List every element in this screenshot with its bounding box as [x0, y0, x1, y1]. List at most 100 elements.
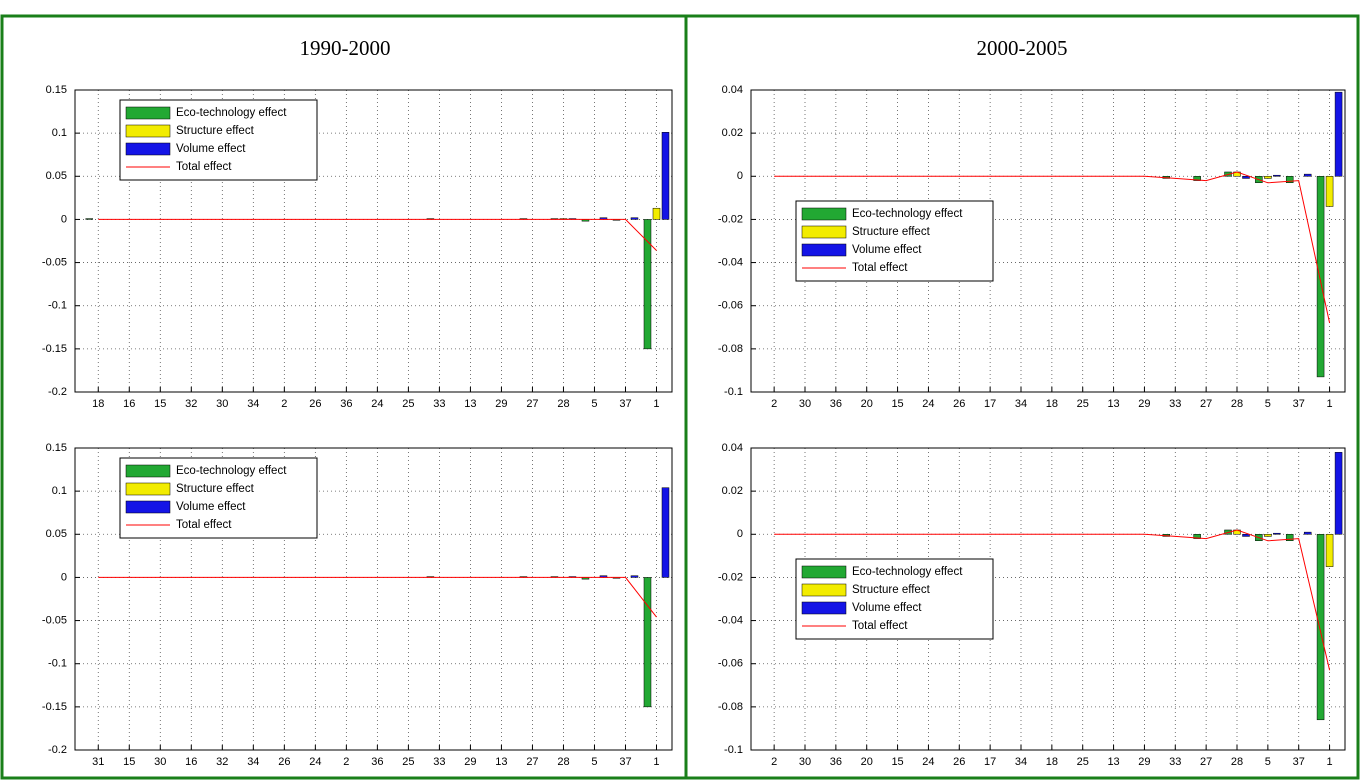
x-tick-label: 13	[1107, 756, 1119, 768]
legend-swatch	[801, 225, 847, 239]
y-tick-label: -0.1	[48, 300, 67, 312]
y-tick-label: -0.08	[718, 343, 743, 355]
x-tick-label: 2	[771, 756, 777, 768]
y-tick-label: -0.15	[42, 343, 67, 355]
legend-swatch	[125, 106, 171, 120]
panel-title: 2000-2005	[977, 36, 1068, 60]
x-tick-label: 36	[371, 756, 383, 768]
x-tick-label: 27	[1200, 756, 1212, 768]
x-tick-label: 26	[278, 756, 290, 768]
y-tick-label: -0.06	[718, 300, 743, 312]
y-tick-label: 0.15	[46, 442, 67, 454]
x-tick-label: 37	[619, 756, 631, 768]
x-tick-label: 13	[464, 398, 476, 410]
legend-swatch	[125, 142, 171, 156]
x-tick-label: 30	[216, 398, 228, 410]
y-tick-label: 0	[61, 213, 67, 225]
y-tick-label: -0.2	[48, 744, 67, 756]
bar	[1316, 534, 1325, 721]
bar	[1242, 176, 1250, 179]
legend-label: Total effect	[176, 161, 232, 173]
bar	[661, 132, 670, 220]
x-tick-label: 26	[953, 398, 965, 410]
bar	[1242, 534, 1250, 537]
legend-label: Structure effect	[852, 584, 931, 596]
bar	[1264, 176, 1272, 179]
y-tick-label: 0.05	[46, 528, 67, 540]
legend-swatch	[125, 464, 171, 478]
legend-label: Volume effect	[176, 143, 246, 155]
y-tick-label: -0.1	[724, 744, 743, 756]
x-tick-label: 32	[185, 398, 197, 410]
legend-label: Structure effect	[176, 483, 255, 495]
bar	[1325, 176, 1334, 207]
y-tick-label: -0.02	[718, 213, 743, 225]
x-tick-label: 28	[1231, 398, 1243, 410]
x-tick-label: 34	[1015, 756, 1027, 768]
x-tick-label: 36	[830, 756, 842, 768]
x-tick-label: 36	[830, 398, 842, 410]
legend-label: Eco-technology effect	[852, 208, 963, 220]
x-tick-label: 24	[922, 756, 934, 768]
legend-label: Total effect	[852, 620, 908, 632]
y-tick-label: 0	[737, 528, 743, 540]
x-tick-label: 34	[1015, 398, 1027, 410]
x-tick-label: 18	[92, 398, 104, 410]
bar	[1193, 534, 1201, 539]
bar	[630, 217, 639, 220]
x-tick-label: 30	[799, 398, 811, 410]
x-tick-label: 29	[495, 398, 507, 410]
x-tick-label: 15	[891, 398, 903, 410]
legend-label: Structure effect	[176, 125, 255, 137]
y-tick-label: 0.1	[52, 485, 67, 497]
x-tick-label: 16	[185, 756, 197, 768]
x-tick-label: 1	[653, 756, 659, 768]
x-tick-label: 33	[433, 398, 445, 410]
y-tick-label: -0.06	[718, 658, 743, 670]
x-tick-label: 1	[1327, 756, 1333, 768]
axes-frame	[74, 447, 673, 751]
y-tick-label: 0.1	[52, 127, 67, 139]
legend-label: Volume effect	[852, 244, 922, 256]
y-tick-label: 0.15	[46, 84, 67, 96]
bar	[1285, 176, 1294, 184]
x-tick-label: 25	[402, 398, 414, 410]
y-tick-label: -0.05	[42, 614, 67, 626]
legend-label: Volume effect	[852, 602, 922, 614]
legend-label: Eco-technology effect	[852, 566, 963, 578]
y-tick-label: -0.1	[724, 386, 743, 398]
legend-label: Eco-technology effect	[176, 107, 287, 119]
y-tick-label: 0.04	[722, 84, 743, 96]
x-tick-label: 24	[309, 756, 321, 768]
x-tick-label: 15	[154, 398, 166, 410]
y-tick-label: 0	[61, 571, 67, 583]
bar	[85, 218, 94, 220]
x-tick-label: 5	[591, 756, 597, 768]
y-tick-label: 0.02	[722, 485, 743, 497]
y-tick-label: -0.2	[48, 386, 67, 398]
x-tick-label: 33	[433, 756, 445, 768]
total-line	[774, 529, 1331, 671]
x-tick-label: 31	[92, 756, 104, 768]
x-tick-label: 24	[922, 398, 934, 410]
axes-frame	[74, 89, 673, 393]
y-tick-label: -0.08	[718, 701, 743, 713]
bar	[1193, 176, 1201, 181]
x-tick-label: 37	[619, 398, 631, 410]
x-tick-label: 2	[343, 756, 349, 768]
x-tick-label: 24	[371, 398, 383, 410]
x-tick-label: 26	[309, 398, 321, 410]
legend-label: Volume effect	[176, 501, 246, 513]
x-tick-label: 1	[1327, 398, 1333, 410]
x-tick-label: 25	[1077, 398, 1089, 410]
bar	[643, 577, 652, 708]
legend-swatch	[801, 565, 847, 579]
y-tick-label: -0.1	[48, 658, 67, 670]
x-tick-label: 2	[771, 398, 777, 410]
x-tick-label: 32	[216, 756, 228, 768]
x-tick-label: 33	[1169, 756, 1181, 768]
right-panel	[684, 14, 1360, 780]
x-tick-label: 5	[1265, 398, 1271, 410]
legend-swatch	[801, 601, 847, 615]
